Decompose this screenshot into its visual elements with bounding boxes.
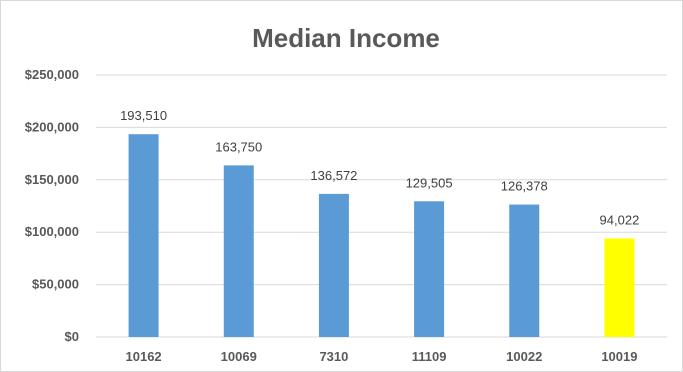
data-label-10022: 126,378 xyxy=(501,179,548,194)
y-tick-label: $100,000 xyxy=(25,224,79,239)
bar-10069 xyxy=(223,165,254,337)
data-labels: 193,510 163,750 136,572 129,505 126,378 94,02… xyxy=(120,108,639,227)
y-tick-label: $250,000 xyxy=(25,67,79,82)
data-label-10069: 163,750 xyxy=(215,139,262,154)
data-label-10162: 193,510 xyxy=(120,108,167,123)
y-tick-label: $150,000 xyxy=(25,172,79,187)
gridlines xyxy=(96,74,667,338)
y-tick-label: $0 xyxy=(65,329,79,344)
bar-10162 xyxy=(128,134,159,337)
x-tick-label-7310: 7310 xyxy=(319,349,348,364)
chart-title: Median Income xyxy=(252,23,440,53)
bars xyxy=(128,134,635,337)
bar-10019 xyxy=(604,238,635,337)
x-tick-label-10162: 10162 xyxy=(126,349,162,364)
data-label-7310: 136,572 xyxy=(310,168,357,183)
x-tick-label-10069: 10069 xyxy=(221,349,257,364)
x-tick-label-10019: 10019 xyxy=(601,349,637,364)
bar-10022 xyxy=(509,204,540,337)
y-axis: $0 $50,000 $100,000 $150,000 $200,000 $250,00… xyxy=(25,67,79,344)
x-tick-label-11109: 11109 xyxy=(412,349,447,364)
bar-11109 xyxy=(414,201,445,337)
data-label-11109: 129,505 xyxy=(406,175,453,190)
y-tick-label: $200,000 xyxy=(25,119,79,134)
x-tick-label-10022: 10022 xyxy=(506,349,542,364)
y-tick-label: $50,000 xyxy=(32,277,79,292)
x-axis: 10162 10069 7310 11109 10022 10019 xyxy=(126,349,638,364)
data-label-10019: 94,022 xyxy=(600,212,640,227)
bar-7310 xyxy=(318,193,349,337)
